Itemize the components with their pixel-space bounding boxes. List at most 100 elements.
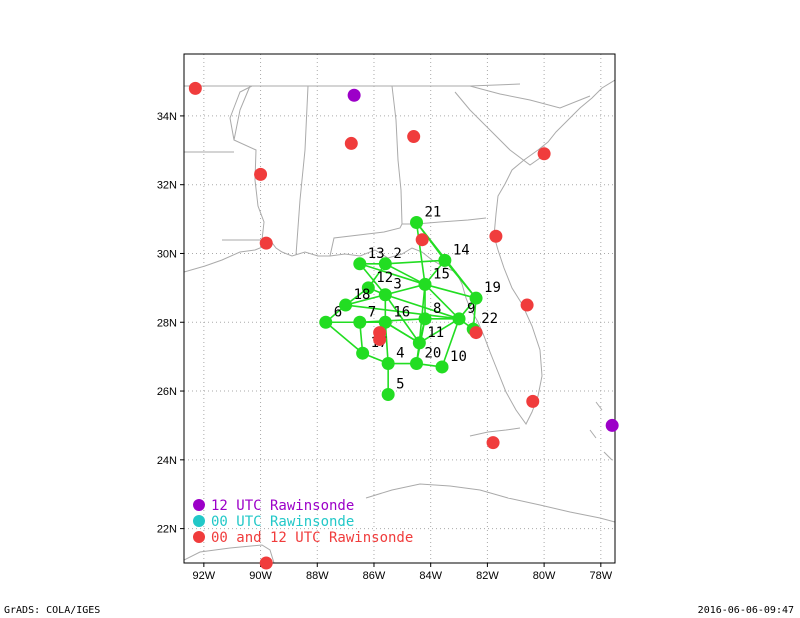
- state-border-sc-nc: [469, 85, 591, 109]
- dropsonde-label: 7: [368, 304, 376, 320]
- dropsonde-marker: [435, 360, 449, 374]
- flight-track-segment: [325, 321, 364, 354]
- rawinsonde-12-utc-marker: [605, 418, 619, 432]
- dropsonde-markers: 2345678910111213141516171819202122: [319, 205, 501, 401]
- florida-keys: [469, 427, 521, 437]
- yucatan-coast: [184, 544, 275, 563]
- flight-track-segment: [424, 283, 460, 320]
- x-tick-label: 90W: [249, 570, 272, 582]
- flight-track-segment: [418, 318, 460, 344]
- cuba-coast: [365, 483, 615, 523]
- bahamas: [589, 401, 613, 461]
- rawinsonde-00-12-utc-marker: [373, 332, 387, 346]
- dropsonde-marker: [452, 312, 466, 326]
- dropsonde-marker: [410, 216, 424, 230]
- dropsonde-label: 15: [433, 266, 450, 282]
- footer-timestamp: 2016-06-06-09:47: [697, 605, 794, 616]
- x-tick-label: 84W: [419, 570, 442, 582]
- legend-label: 12 UTC Rawinsonde: [211, 498, 354, 514]
- flight-track-segment: [359, 263, 426, 286]
- dropsonde-label: 22: [481, 311, 498, 327]
- state-border-ar-ms: [233, 85, 251, 141]
- dropsonde-marker: [418, 312, 432, 326]
- gulf-coastline: [184, 79, 615, 425]
- rawinsonde-00-12-utc-marker: [259, 236, 273, 250]
- lat-lon-grid: [184, 54, 615, 563]
- x-tick-label: 82W: [476, 570, 499, 582]
- dropsonde-label: 8: [433, 301, 441, 317]
- flight-track-segment: [384, 294, 421, 344]
- x-tick-label: 88W: [306, 570, 329, 582]
- dropsonde-marker: [410, 357, 424, 371]
- rawinsonde-00-12-utc-marker: [259, 556, 273, 570]
- dropsonde-marker: [319, 315, 333, 329]
- flight-track-segment: [385, 283, 426, 296]
- dropsonde-label: 2: [393, 246, 401, 262]
- dropsonde-label: 13: [368, 246, 385, 262]
- y-tick-label: 24N: [157, 455, 177, 467]
- coastlines-and-borders: [184, 79, 615, 563]
- dropsonde-marker: [381, 387, 395, 401]
- dropsonde-marker: [353, 315, 367, 329]
- dropsonde-label: 21: [425, 205, 442, 221]
- flight-track-segment: [359, 263, 386, 296]
- flight-track-segment: [384, 321, 420, 344]
- state-border-ga-sc: [454, 91, 541, 166]
- dropsonde-marker: [378, 288, 392, 302]
- dropsonde-label: 18: [354, 287, 371, 303]
- dropsonde-label: 19: [484, 280, 501, 296]
- flight-track-segment: [424, 283, 477, 299]
- y-tick-label: 26N: [157, 386, 177, 398]
- dropsonde-marker: [378, 315, 392, 329]
- dropsonde-label: 12: [376, 270, 393, 286]
- axis-ticks: 92W 90W 88W 86W 84W 82W 80W 78W 22N 24N 26N 28N 30N 3…: [157, 111, 613, 582]
- state-border-fl-al: [329, 223, 403, 257]
- dropsonde-marker: [339, 298, 353, 312]
- dropsonde-marker: [381, 357, 395, 371]
- x-tick-label: 78W: [590, 570, 613, 582]
- y-tick-label: 22N: [157, 524, 177, 536]
- dropsonde-label: 6: [334, 304, 342, 320]
- dropsonde-label: 11: [427, 325, 444, 341]
- y-tick-label: 30N: [157, 248, 177, 260]
- state-border-la-ms: [222, 85, 265, 241]
- dropsonde-label: 16: [393, 304, 410, 320]
- dropsonde-marker: [356, 346, 370, 360]
- rawinsonde-00-12-utc-marker: [407, 130, 421, 144]
- dropsonde-label: 3: [393, 277, 401, 293]
- rawinsonde-00-12-utc-marker: [526, 394, 540, 408]
- rawinsonde-markers: [188, 81, 619, 570]
- dropsonde-label: 4: [396, 346, 404, 362]
- dropsonde-marker: [353, 257, 367, 271]
- rawinsonde-00-12-utc-marker: [537, 147, 551, 161]
- flight-track-segment: [345, 304, 460, 320]
- rawinsonde-00-12-utc-marker: [188, 81, 202, 95]
- rawinsonde-00-12-utc-marker: [469, 326, 483, 340]
- flight-track-segment: [444, 259, 477, 299]
- dropsonde-label: 5: [396, 376, 404, 392]
- flight-track-segment: [345, 293, 386, 306]
- dropsonde-marker: [469, 291, 483, 305]
- y-tick-label: 34N: [157, 111, 177, 123]
- dropsonde-marker: [412, 336, 426, 350]
- y-tick-label: 32N: [157, 180, 177, 192]
- dropsonde-marker: [378, 257, 392, 271]
- dropsonde-marker: [361, 281, 375, 295]
- rawinsonde-00-12-utc-marker: [520, 298, 534, 312]
- dropsonde-label: 10: [450, 349, 467, 365]
- rawinsonde-00-12-utc-marker: [489, 229, 503, 243]
- legend-label: 00 and 12 UTC Rawinsonde: [211, 530, 413, 546]
- flight-track-segment: [384, 263, 426, 286]
- rawinsonde-00-12-utc-marker: [344, 136, 358, 150]
- dropsonde-label: 20: [425, 346, 442, 362]
- legend-marker: [193, 515, 205, 527]
- state-border-al-ga: [391, 85, 487, 225]
- legend-label: 00 UTC Rawinsonde: [211, 514, 354, 530]
- rawinsonde-00-12-utc-marker: [254, 167, 268, 181]
- legend-marker: [193, 531, 205, 543]
- flight-track-segment: [415, 222, 426, 285]
- state-border-tn: [184, 83, 521, 87]
- dropsonde-marker: [438, 253, 452, 267]
